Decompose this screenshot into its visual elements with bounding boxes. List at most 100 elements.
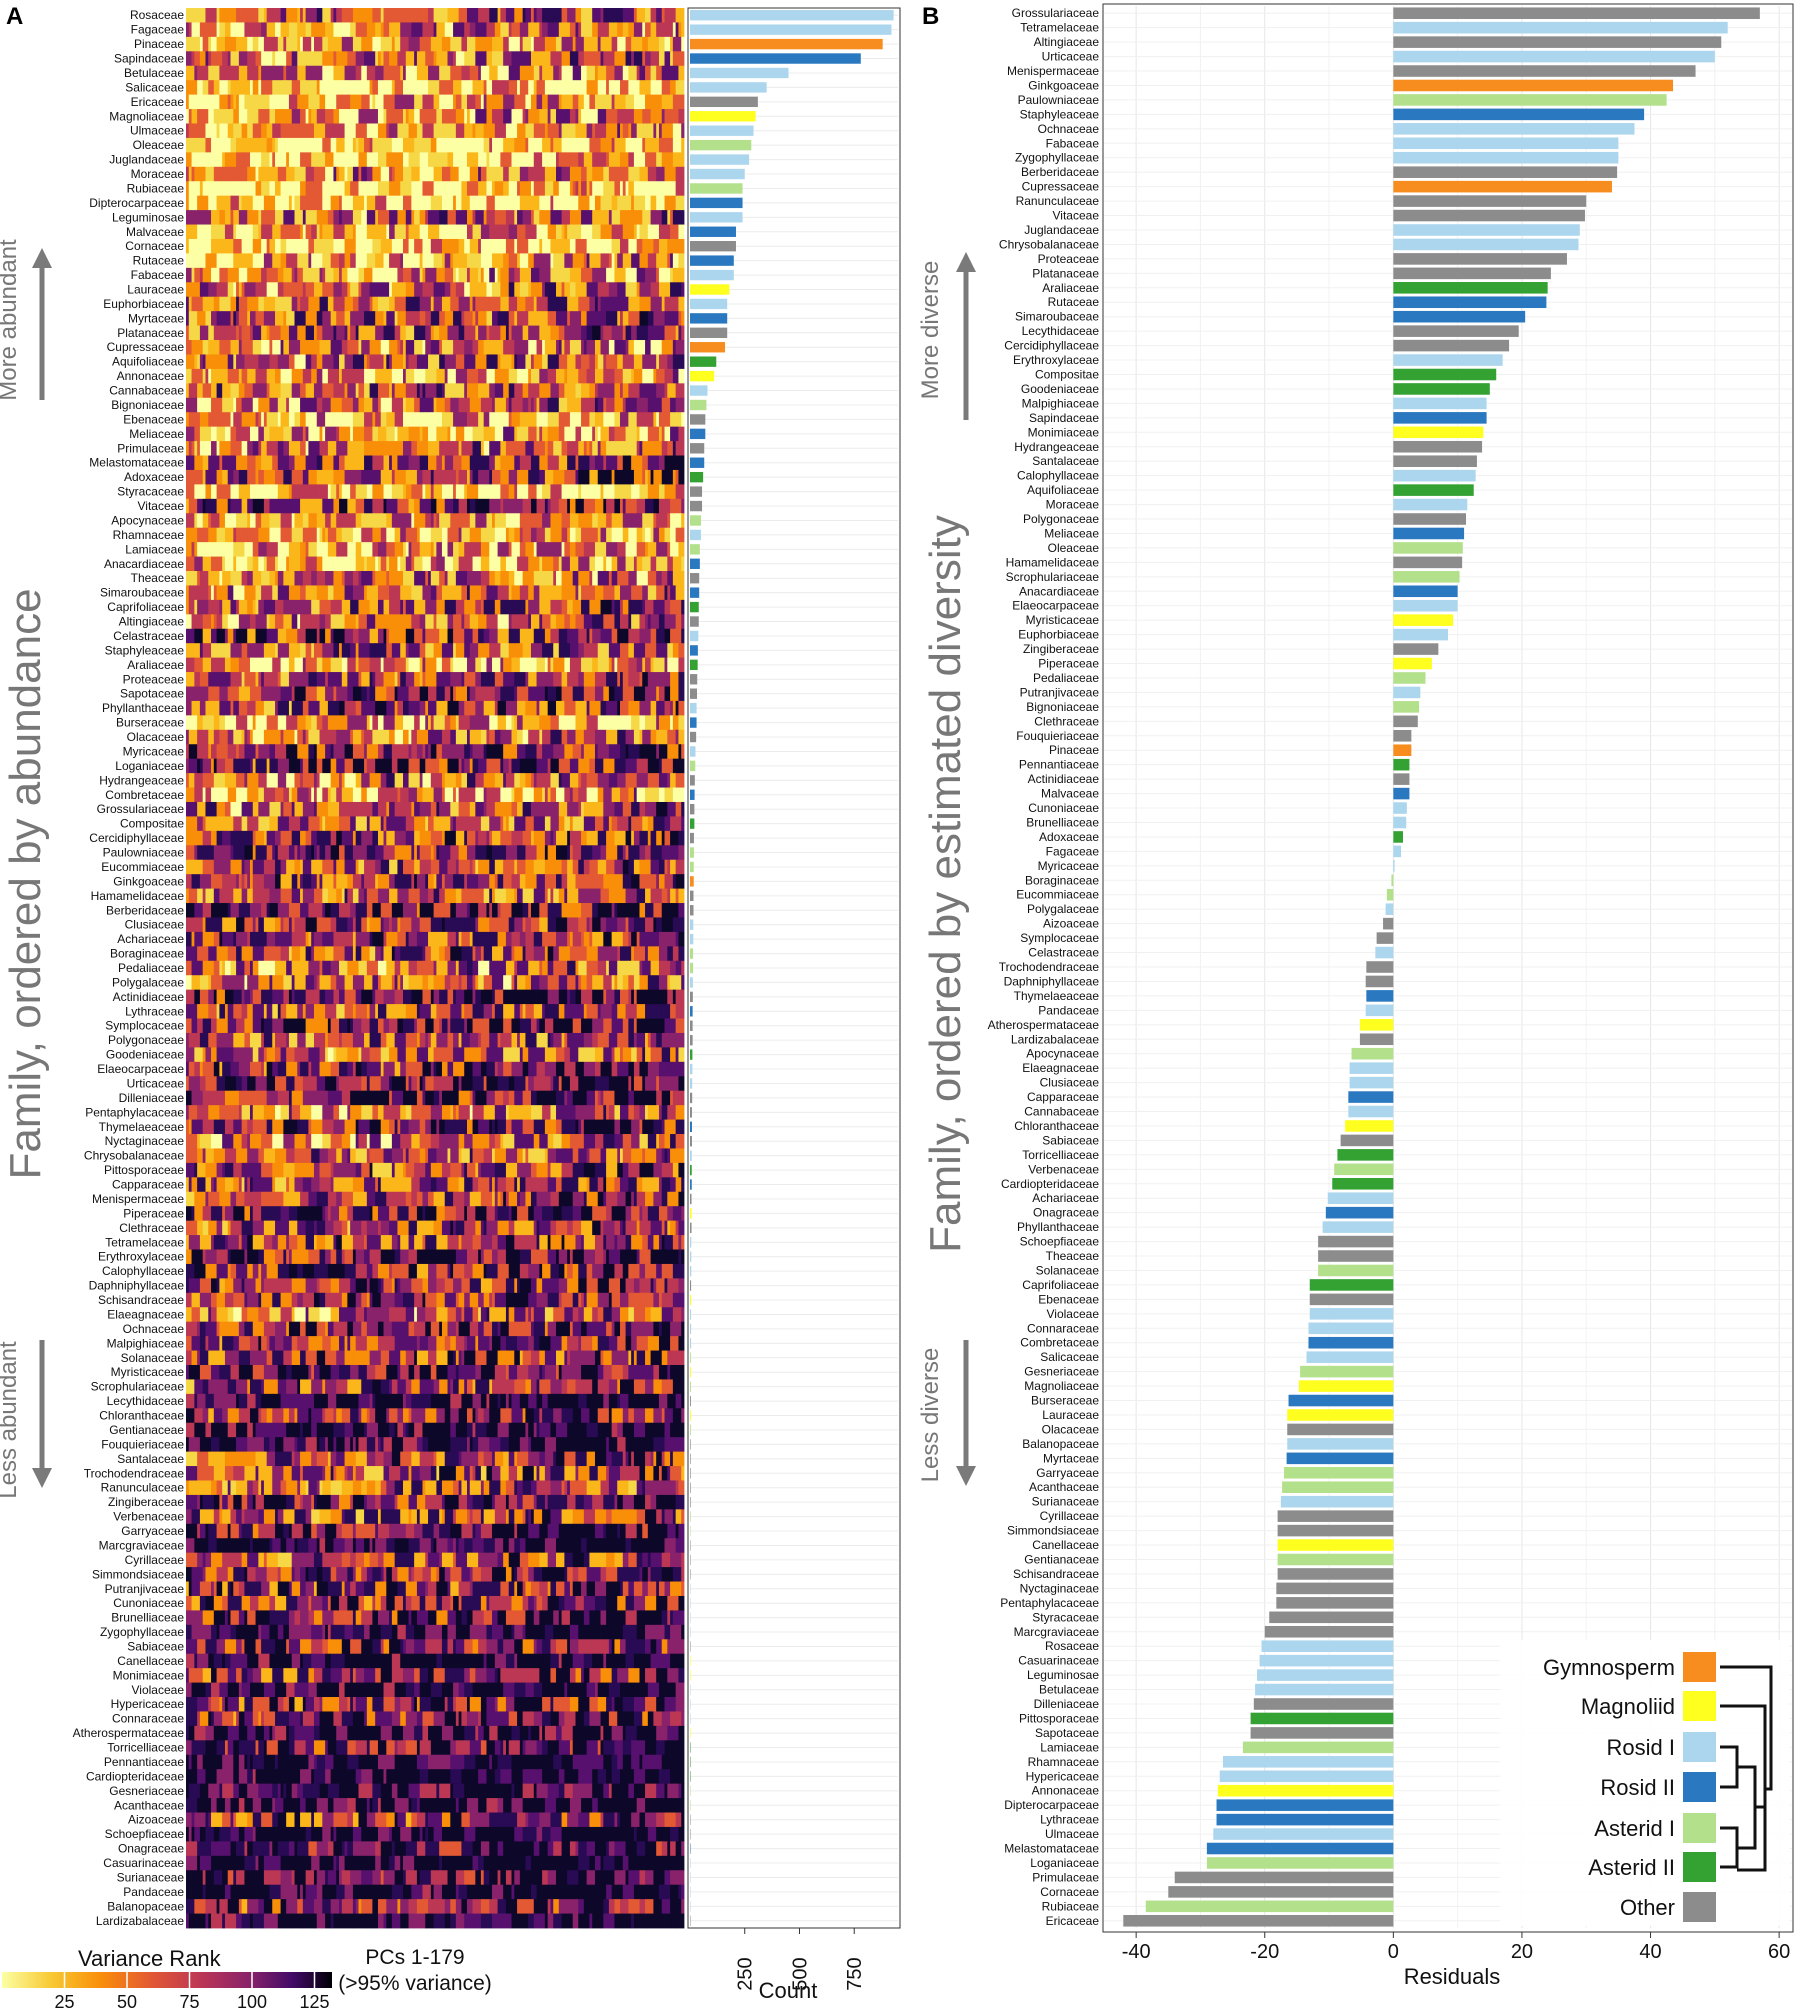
heatmap-cell bbox=[319, 340, 332, 355]
heatmap-cell bbox=[447, 614, 454, 630]
heatmap-cell bbox=[664, 426, 671, 442]
heatmap-cell bbox=[216, 946, 229, 962]
heatmap-cell bbox=[528, 614, 532, 630]
heatmap-cell bbox=[302, 123, 315, 139]
heatmap-cell bbox=[408, 224, 421, 240]
heatmap-cell bbox=[347, 325, 351, 341]
heatmap-cell bbox=[469, 643, 479, 659]
heatmap-cell bbox=[375, 94, 384, 110]
heatmap-cell bbox=[569, 758, 579, 774]
heatmap-cell bbox=[681, 412, 685, 428]
heatmap-cell bbox=[186, 8, 195, 23]
heatmap-cell bbox=[433, 123, 446, 139]
heatmap-cell bbox=[586, 441, 590, 456]
heatmap-cell bbox=[400, 946, 412, 962]
heatmap-cell bbox=[266, 903, 270, 918]
heatmap-cell bbox=[230, 311, 234, 326]
heatmap-cell bbox=[575, 498, 585, 514]
heatmap-cell bbox=[561, 8, 568, 23]
heatmap-cell bbox=[394, 830, 407, 846]
heatmap-cell bbox=[358, 888, 365, 904]
heatmap-cell bbox=[620, 498, 624, 514]
heatmap-cell bbox=[606, 700, 618, 716]
heatmap-cell bbox=[355, 513, 362, 529]
heatmap-cell bbox=[647, 758, 654, 774]
heatmap-cell bbox=[244, 917, 254, 933]
heatmap-cell bbox=[675, 614, 682, 630]
heatmap-cell bbox=[650, 22, 657, 38]
heatmap-cell bbox=[236, 8, 248, 23]
heatmap-cell bbox=[483, 412, 490, 428]
heatmap-cell bbox=[350, 426, 354, 442]
heatmap-cell bbox=[188, 181, 201, 197]
heatmap-cell bbox=[670, 888, 677, 904]
heatmap-cell bbox=[461, 441, 465, 456]
heatmap-cell bbox=[603, 166, 610, 182]
heatmap-cell bbox=[230, 340, 240, 355]
heatmap-cell bbox=[419, 643, 426, 659]
heatmap-cell bbox=[375, 874, 379, 890]
heatmap-cell bbox=[366, 181, 379, 197]
heatmap-cell bbox=[678, 311, 682, 326]
heatmap-cell bbox=[617, 311, 621, 326]
heatmap-cell bbox=[414, 830, 421, 846]
heatmap-cell bbox=[425, 657, 437, 673]
heatmap-cell bbox=[505, 123, 518, 139]
heatmap-cell bbox=[394, 599, 401, 615]
heatmap-cell bbox=[408, 152, 421, 168]
heatmap-cell bbox=[255, 311, 265, 326]
heatmap-cell bbox=[186, 816, 198, 832]
heatmap-cell bbox=[433, 22, 437, 38]
heatmap-cell bbox=[311, 36, 315, 52]
heatmap-cell bbox=[522, 903, 529, 918]
heatmap-cell bbox=[589, 917, 593, 933]
heatmap-cell bbox=[606, 542, 618, 557]
heatmap-cell bbox=[344, 238, 357, 254]
heatmap-cell bbox=[450, 426, 457, 442]
heatmap-cell bbox=[361, 354, 365, 370]
heatmap-cell bbox=[639, 801, 646, 817]
heatmap-cell bbox=[249, 657, 259, 673]
heatmap-cell bbox=[405, 643, 409, 659]
heatmap-cell bbox=[224, 210, 231, 225]
heatmap-cell bbox=[453, 874, 465, 890]
heatmap-cell bbox=[558, 152, 571, 168]
heatmap-cell bbox=[377, 686, 387, 702]
heatmap-cell bbox=[316, 686, 326, 702]
heatmap-cell bbox=[500, 469, 507, 485]
heatmap-cell bbox=[550, 888, 554, 904]
heatmap-cell bbox=[336, 80, 340, 96]
heatmap-cell bbox=[380, 816, 384, 832]
heatmap-cell bbox=[522, 36, 532, 52]
heatmap-cell bbox=[403, 166, 412, 182]
heatmap-cell bbox=[325, 94, 337, 110]
heatmap-cell bbox=[642, 368, 654, 384]
heatmap-cell bbox=[208, 686, 220, 702]
heatmap-cell bbox=[581, 845, 593, 861]
heatmap-cell bbox=[670, 599, 682, 615]
heatmap-cell bbox=[656, 700, 665, 716]
heatmap-cell bbox=[258, 109, 270, 124]
heatmap-cell bbox=[377, 282, 390, 298]
heatmap-cell bbox=[631, 123, 638, 139]
heatmap-cell bbox=[592, 195, 596, 211]
heatmap-cell bbox=[341, 51, 348, 67]
heatmap-cell bbox=[211, 556, 223, 572]
family-label: Rhamnaceae bbox=[113, 528, 185, 542]
heatmap-cell bbox=[197, 383, 204, 399]
heatmap-cell bbox=[508, 253, 518, 269]
heatmap-cell bbox=[542, 65, 554, 81]
heatmap-cell bbox=[236, 931, 248, 947]
heatmap-cell bbox=[586, 36, 599, 52]
heatmap-cell bbox=[327, 296, 332, 312]
heatmap-cell bbox=[636, 137, 643, 153]
heatmap-cell bbox=[633, 8, 638, 23]
heatmap-cell bbox=[508, 412, 512, 428]
heatmap-cell bbox=[522, 830, 532, 846]
heatmap-cell bbox=[536, 195, 540, 211]
heatmap-cell bbox=[308, 109, 312, 124]
heatmap-cell bbox=[614, 181, 621, 197]
heatmap-cell bbox=[519, 412, 526, 428]
heatmap-cell bbox=[422, 787, 429, 803]
heatmap-cell bbox=[439, 340, 443, 355]
